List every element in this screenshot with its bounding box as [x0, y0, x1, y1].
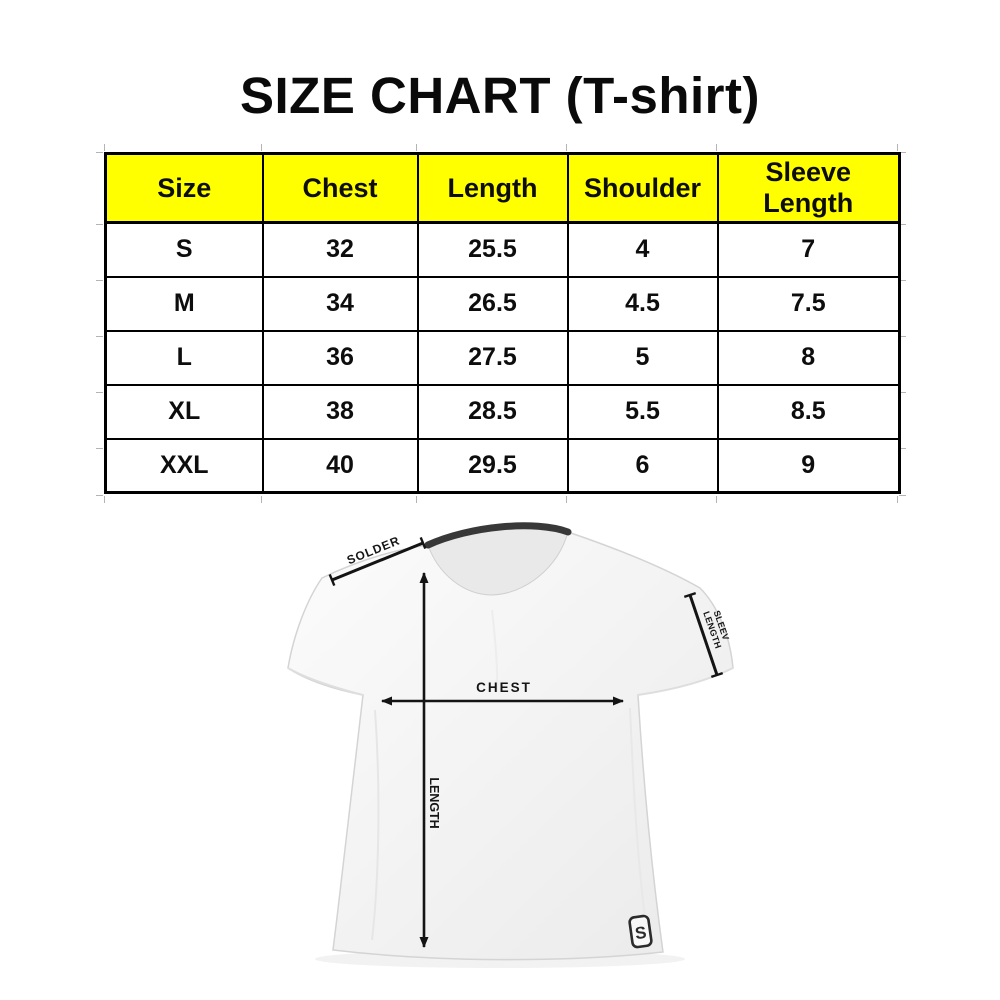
column-header-size: Size: [104, 152, 264, 224]
length-label: LENGTH: [427, 777, 441, 828]
header-row: Size Chest Length Shoulder Sleeve Length: [104, 152, 901, 224]
cell-m-length: 26.5: [416, 275, 569, 332]
table-row-xxl: XXL 40 29.5 6 9: [104, 437, 901, 494]
column-header-length: Length: [416, 152, 569, 224]
left-body-crease: [371, 709, 380, 941]
table-row-s: S 32 25.5 4 7: [104, 221, 901, 278]
column-header-shoulder: Shoulder: [566, 152, 719, 224]
cell-s-length: 25.5: [416, 221, 569, 278]
tshirt-measurement-diagram: LENGTH CHEST SOLDER SLEEV LENGTH S: [280, 510, 740, 1000]
page-title: SIZE CHART (T-shirt): [240, 67, 760, 124]
cell-l-chest: 36: [261, 329, 419, 386]
brand-logo-frame: [628, 914, 653, 949]
cell-s-sleeve: 7: [716, 221, 901, 278]
brand-logo: S: [628, 914, 653, 949]
table-row-m: M 34 26.5 4.5 7.5: [104, 275, 901, 332]
gridline-ticks-top: [104, 144, 898, 151]
table-row-l: L 36 27.5 5 8: [104, 329, 901, 386]
cell-xxl-length: 29.5: [416, 437, 569, 494]
cell-xl-chest: 38: [261, 383, 419, 440]
cell-xxl-size: XXL: [104, 437, 264, 494]
cell-xl-length: 28.5: [416, 383, 569, 440]
cell-m-shoulder: 4.5: [566, 275, 719, 332]
cell-xl-size: XL: [104, 383, 264, 440]
cell-l-length: 27.5: [416, 329, 569, 386]
cell-s-shoulder: 4: [566, 221, 719, 278]
cell-xxl-shoulder: 6: [566, 437, 719, 494]
cell-xl-sleeve: 8.5: [716, 383, 901, 440]
tshirt-illustration: [287, 526, 734, 961]
cell-s-size: S: [104, 221, 264, 278]
chest-label: CHEST: [476, 680, 532, 695]
shoulder-tick-left: [328, 573, 336, 587]
brand-logo-letter: S: [634, 923, 648, 943]
cell-xl-shoulder: 5.5: [566, 383, 719, 440]
sleeve-dimension-line: [688, 594, 719, 676]
cell-xxl-sleeve: 9: [716, 437, 901, 494]
size-chart-table: Size Chest Length Shoulder Sleeve Length…: [104, 152, 901, 494]
gridline-ticks-bottom: [104, 496, 898, 503]
column-header-sleeve-length: Sleeve Length: [716, 152, 901, 224]
cell-s-chest: 32: [261, 221, 419, 278]
chest-crease: [491, 609, 499, 693]
shoulder-dimension-line: [331, 541, 424, 582]
table-row-xl: XL 38 28.5 5.5 8.5: [104, 383, 901, 440]
sleeve-tick-top: [683, 591, 697, 599]
cell-xxl-chest: 40: [261, 437, 419, 494]
cell-m-sleeve: 7.5: [716, 275, 901, 332]
sleeve-tick-bottom: [710, 671, 724, 679]
left-sleeve-seam: [287, 667, 364, 696]
tshirt-svg: LENGTH CHEST SOLDER SLEEV LENGTH S: [287, 522, 734, 968]
column-header-chest: Chest: [261, 152, 419, 224]
gridline-ticks-left: [96, 152, 103, 496]
shoulder-tick-right: [419, 536, 427, 550]
cell-m-size: M: [104, 275, 264, 332]
cell-l-shoulder: 5: [566, 329, 719, 386]
collar-band: [424, 522, 572, 549]
cell-l-sleeve: 8: [716, 329, 901, 386]
cell-l-size: L: [104, 329, 264, 386]
right-sleeve-seam: [637, 667, 734, 696]
cell-m-chest: 34: [261, 275, 419, 332]
